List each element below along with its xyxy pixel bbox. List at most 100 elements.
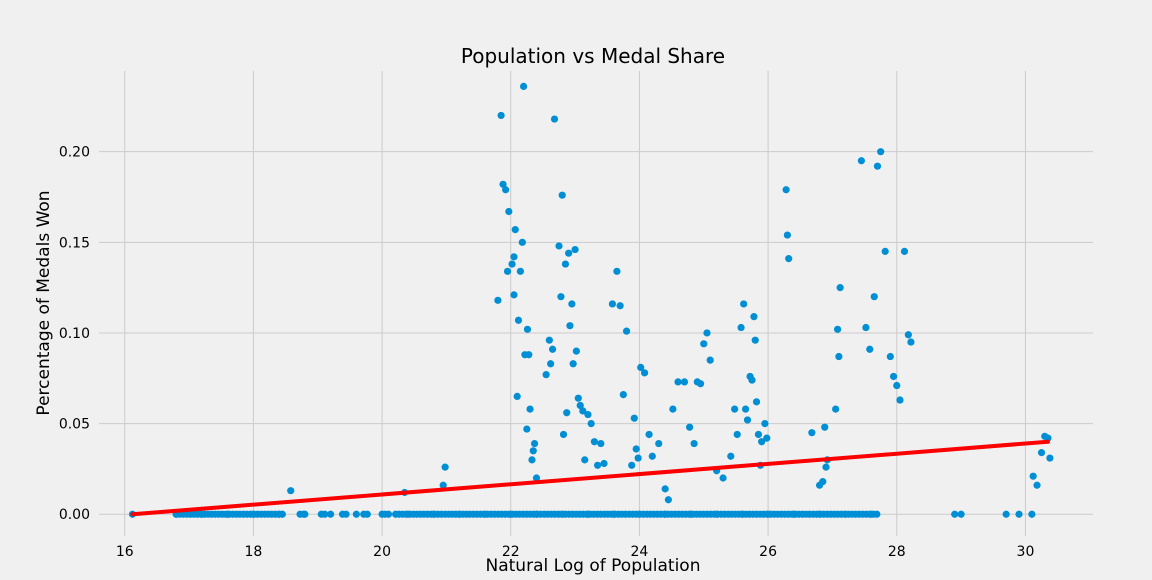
data-point (565, 249, 573, 257)
data-point (904, 331, 912, 339)
data-point (661, 485, 669, 493)
data-point (896, 396, 904, 404)
data-point (516, 267, 525, 275)
data-point (597, 439, 605, 448)
data-point (529, 447, 537, 455)
data-point (594, 461, 602, 469)
data-point (441, 463, 449, 471)
data-point (278, 510, 286, 518)
data-point (502, 186, 510, 194)
data-point (439, 481, 447, 489)
data-point (613, 267, 621, 275)
data-point (494, 296, 502, 304)
data-point (703, 329, 711, 337)
data-point (571, 245, 579, 254)
data-point (889, 372, 898, 381)
data-point (821, 423, 829, 431)
data-point (808, 429, 816, 437)
data-point (634, 454, 642, 462)
data-point (785, 255, 793, 263)
data-point (700, 340, 708, 348)
data-point (782, 186, 790, 194)
data-point (1046, 454, 1054, 462)
tick-labels: 16 18 20 22 24 26 28 30 0.00 0.05 0.10 0.15 0.20 (59, 145, 1035, 560)
data-point (510, 253, 518, 261)
x-tick-label: 24 (631, 544, 649, 560)
data-point (532, 474, 541, 482)
data-point (706, 356, 714, 364)
data-point (584, 410, 592, 419)
data-point (832, 405, 840, 413)
data-point (545, 336, 553, 344)
regression-line (130, 439, 1050, 517)
data-point (761, 420, 769, 428)
x-tick-label: 22 (502, 544, 520, 560)
data-point (719, 474, 727, 482)
data-point (696, 380, 705, 388)
data-point (819, 478, 827, 486)
data-point (751, 336, 759, 344)
data-point (873, 510, 881, 518)
data-point (886, 352, 894, 361)
data-point (758, 438, 766, 446)
data-point (1037, 449, 1046, 457)
data-point (833, 325, 842, 333)
data-point (557, 293, 565, 301)
data-point (822, 463, 830, 471)
data-point (508, 260, 516, 268)
data-point (752, 398, 761, 406)
data-point (520, 82, 528, 91)
data-point (555, 242, 563, 250)
data-point (574, 394, 582, 402)
data-point (857, 157, 865, 165)
fit-line-layer (130, 439, 1050, 517)
data-point (321, 510, 329, 518)
data-point (877, 148, 885, 156)
data-point (528, 456, 536, 464)
data-point (741, 405, 750, 413)
data-point (1029, 472, 1037, 480)
y-tick-label: 0.05 (59, 417, 90, 433)
data-point (499, 180, 507, 188)
data-point (558, 191, 566, 199)
data-point (572, 347, 580, 355)
data-point (616, 302, 624, 310)
data-point (835, 352, 843, 361)
y-tick-label: 0.10 (59, 326, 90, 342)
data-point (690, 439, 698, 448)
data-point (569, 360, 577, 368)
data-point (547, 360, 555, 368)
data-point (581, 456, 589, 464)
data-point (363, 510, 371, 518)
data-point (568, 300, 576, 308)
data-point (530, 439, 539, 448)
data-point (664, 496, 672, 504)
data-point (907, 338, 915, 346)
data-point (743, 416, 752, 424)
data-point (873, 162, 882, 170)
data-point (526, 405, 534, 413)
data-point (587, 420, 595, 428)
data-point (727, 452, 735, 460)
data-point (525, 351, 533, 359)
data-point (680, 378, 689, 386)
data-points (128, 82, 1054, 518)
data-point (511, 226, 519, 234)
x-tick-label: 18 (244, 544, 262, 560)
data-point (505, 207, 513, 216)
data-point (674, 378, 682, 386)
data-point (503, 267, 512, 275)
data-point (299, 510, 308, 518)
data-point (523, 425, 531, 433)
data-point (870, 293, 878, 301)
data-point (287, 487, 295, 495)
data-point (513, 392, 521, 401)
data-point (733, 430, 741, 439)
data-point (836, 284, 844, 292)
data-point (1028, 510, 1036, 518)
data-point (655, 439, 663, 448)
data-point (628, 461, 636, 469)
data-point (1033, 481, 1041, 489)
data-point (514, 316, 523, 324)
data-point (1002, 510, 1010, 518)
